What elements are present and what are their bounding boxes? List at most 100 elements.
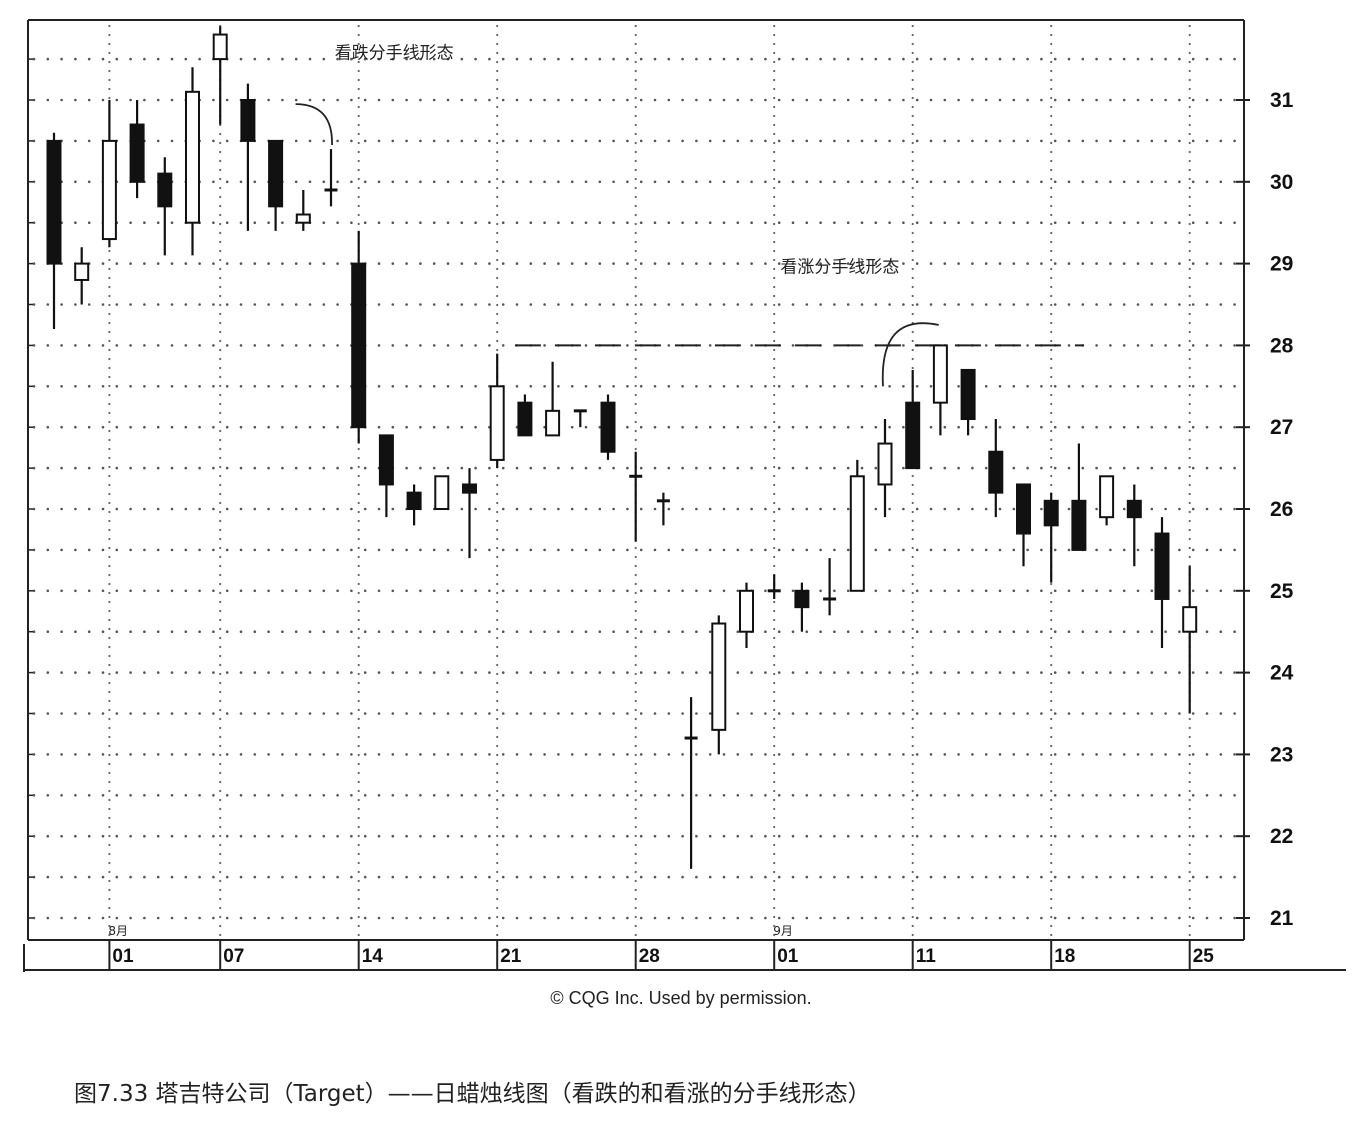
grid-dot <box>1233 916 1236 920</box>
grid-dot <box>1026 834 1029 838</box>
grid-dot <box>336 753 339 756</box>
grid-dot <box>129 344 132 347</box>
grid-dot <box>860 671 864 674</box>
grid-dot <box>667 753 671 756</box>
grid-dot <box>496 186 499 190</box>
grid-dot <box>419 753 422 756</box>
grid-dot <box>846 385 850 388</box>
grid-dot <box>1067 671 1071 674</box>
grid-dot <box>350 671 353 674</box>
grid-dot <box>598 466 602 470</box>
grid-dot <box>336 180 339 184</box>
grid-dot <box>129 834 132 838</box>
grid-dot <box>819 180 822 184</box>
grid-dot <box>915 385 919 388</box>
grid-dot <box>336 139 339 143</box>
grid-dot <box>943 180 947 184</box>
grid-dot <box>1188 483 1191 487</box>
grid-dot <box>1233 180 1236 184</box>
grid-dot <box>911 42 914 46</box>
grid-dot <box>722 425 726 429</box>
candle <box>629 451 643 542</box>
grid-dot <box>695 385 698 388</box>
grid-dot <box>1205 139 1209 143</box>
grid-dot <box>860 221 864 224</box>
grid-dot <box>219 636 222 640</box>
grid-dot <box>929 671 933 674</box>
grid-dot <box>773 114 776 118</box>
grid-dot <box>570 794 574 797</box>
grid-dot <box>1050 69 1053 73</box>
grid-dot <box>634 708 637 712</box>
grid-dot <box>239 794 243 797</box>
grid-dot <box>363 221 367 224</box>
grid-dot <box>219 843 222 847</box>
grid-dot <box>846 303 850 306</box>
grid-dot <box>764 589 767 593</box>
grid-dot <box>1053 875 1057 879</box>
grid-dot <box>1178 507 1181 511</box>
grid-dot <box>108 492 111 496</box>
grid-dot <box>108 888 111 892</box>
grid-dot <box>911 186 914 190</box>
grid-dot <box>74 385 77 388</box>
grid-dot <box>750 712 753 715</box>
grid-dot <box>239 916 243 920</box>
grid-dot <box>212 794 215 797</box>
grid-dot <box>419 834 422 838</box>
grid-dot <box>1050 321 1053 325</box>
grid-dot <box>1012 507 1016 511</box>
grid-dot <box>1219 221 1223 224</box>
grid-dot <box>612 916 615 920</box>
grid-dot <box>653 794 657 797</box>
grid-dot <box>1178 671 1181 674</box>
grid-dot <box>819 671 822 674</box>
grid-dot <box>336 671 339 674</box>
grid-dot <box>1053 180 1057 184</box>
grid-dot <box>156 303 160 306</box>
grid-dot <box>915 753 919 756</box>
grid-dot <box>957 548 960 552</box>
grid-dot <box>1026 57 1029 61</box>
grid-dot <box>902 385 905 388</box>
grid-dot <box>529 385 533 388</box>
grid-dot <box>911 582 914 586</box>
grid-dot <box>219 771 222 775</box>
grid-dot <box>984 221 988 224</box>
grid-dot <box>736 712 740 715</box>
grid-dot <box>219 168 222 172</box>
grid-dot <box>957 466 960 470</box>
grid-dot <box>681 589 684 593</box>
grid-dot <box>1053 589 1057 593</box>
grid-dot <box>773 924 776 928</box>
grid-dot <box>1233 671 1236 674</box>
grid-dot <box>1095 589 1098 593</box>
grid-dot <box>874 221 878 224</box>
grid-dot <box>267 875 270 879</box>
grid-dot <box>722 589 726 593</box>
grid-dot <box>1095 630 1098 633</box>
grid-dot <box>115 630 119 633</box>
grid-dot <box>791 221 795 224</box>
grid-dot <box>902 794 905 797</box>
grid-dot <box>612 548 615 552</box>
grid-dot <box>805 875 809 879</box>
grid-dot <box>634 735 637 739</box>
grid-dot <box>1050 672 1053 676</box>
grid-dot <box>363 753 367 756</box>
grid-dot <box>219 186 222 190</box>
grid-dot <box>129 712 132 715</box>
grid-dot <box>239 466 243 470</box>
grid-dot <box>598 385 602 388</box>
grid-dot <box>984 589 988 593</box>
grid-dot <box>253 712 257 715</box>
grid-dot <box>460 671 464 674</box>
grid-dot <box>1053 753 1057 756</box>
grid-dot <box>294 385 298 388</box>
grid-dot <box>888 221 891 224</box>
grid-dot <box>1219 180 1223 184</box>
grid-dot <box>1050 168 1053 172</box>
grid-dot <box>496 294 499 298</box>
grid-dot <box>634 618 637 622</box>
grid-dot <box>46 875 50 879</box>
